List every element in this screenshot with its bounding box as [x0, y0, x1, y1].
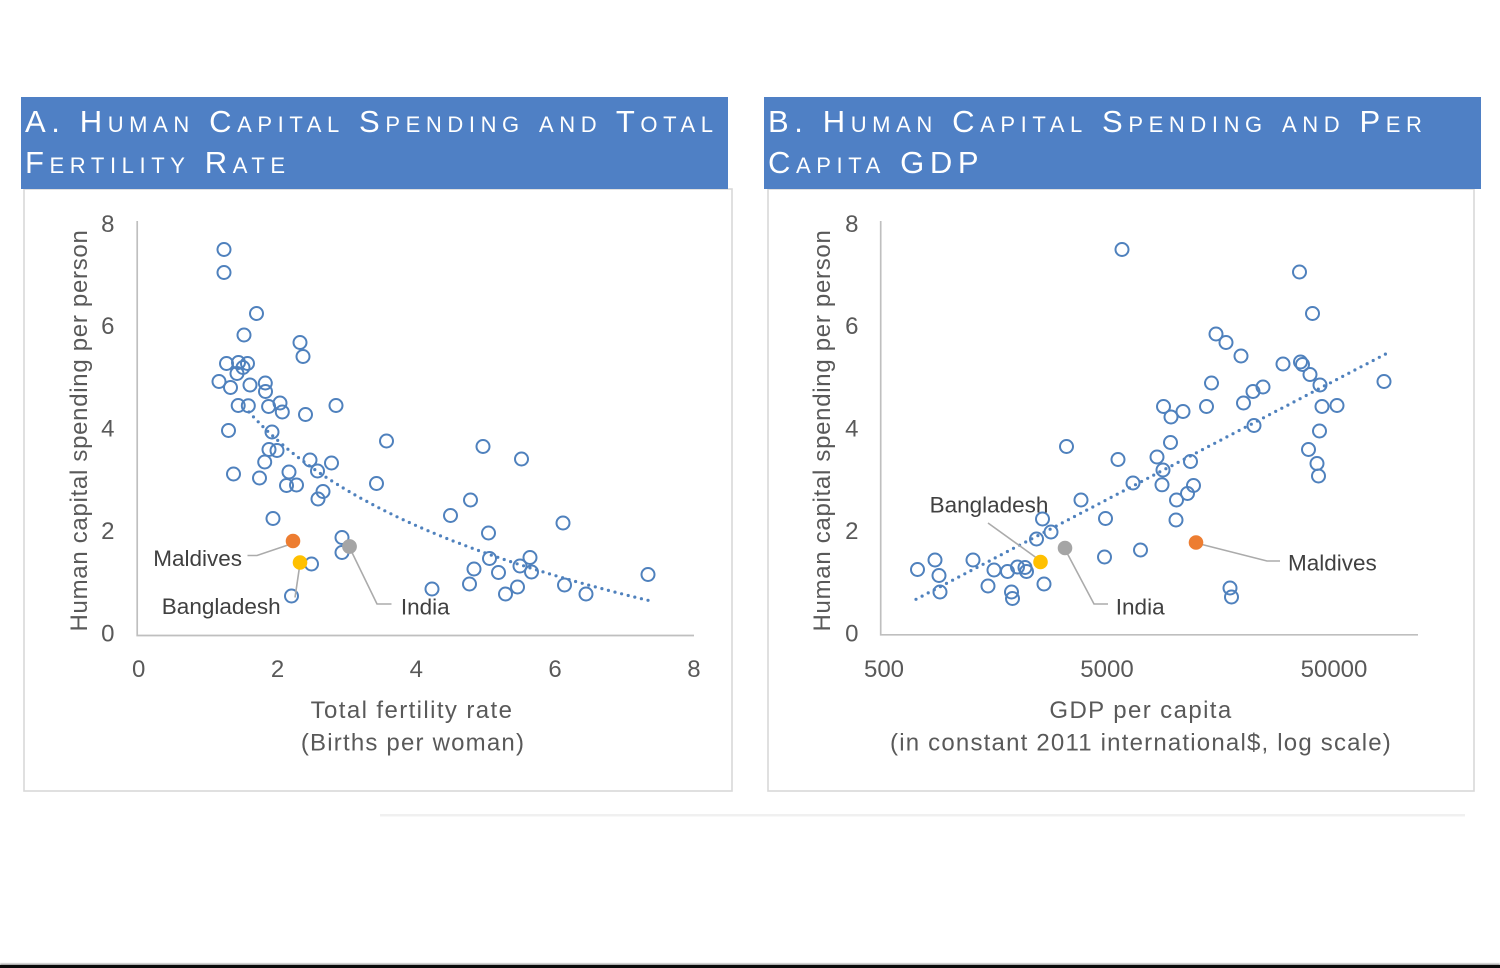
- svg-text:0: 0: [101, 620, 114, 647]
- svg-text:4: 4: [410, 656, 423, 683]
- svg-text:Human capital spending per per: Human capital spending per person: [809, 229, 836, 631]
- svg-text:5000: 5000: [1080, 656, 1133, 683]
- svg-text:8: 8: [101, 211, 114, 238]
- svg-text:India: India: [1116, 595, 1165, 620]
- svg-text:India: India: [401, 595, 450, 620]
- svg-text:50000: 50000: [1301, 656, 1368, 683]
- svg-text:6: 6: [101, 313, 114, 340]
- svg-text:Maldives: Maldives: [153, 546, 242, 571]
- svg-text:Human capital spending per per: Human capital spending per person: [66, 229, 93, 631]
- svg-text:4: 4: [845, 415, 858, 442]
- svg-text:(Births per woman): (Births per woman): [301, 730, 525, 757]
- svg-text:GDP per capita: GDP per capita: [1049, 697, 1232, 724]
- svg-text:8: 8: [845, 211, 858, 238]
- svg-text:2: 2: [271, 656, 284, 683]
- svg-text:0: 0: [132, 656, 145, 683]
- svg-text:6: 6: [548, 656, 561, 683]
- svg-text:2: 2: [845, 518, 858, 545]
- svg-text:Maldives: Maldives: [1288, 551, 1377, 576]
- svg-text:Total fertility rate: Total fertility rate: [311, 697, 514, 724]
- svg-text:6: 6: [845, 313, 858, 340]
- svg-text:4: 4: [101, 415, 114, 442]
- svg-text:Bangladesh: Bangladesh: [930, 493, 1049, 518]
- svg-text:8: 8: [687, 656, 700, 683]
- svg-text:0: 0: [845, 620, 858, 647]
- svg-text:(in constant 2011 internationa: (in constant 2011 international$, log sc…: [890, 729, 1392, 756]
- svg-text:2: 2: [101, 518, 114, 545]
- svg-text:Bangladesh: Bangladesh: [162, 594, 281, 619]
- svg-text:500: 500: [864, 656, 904, 683]
